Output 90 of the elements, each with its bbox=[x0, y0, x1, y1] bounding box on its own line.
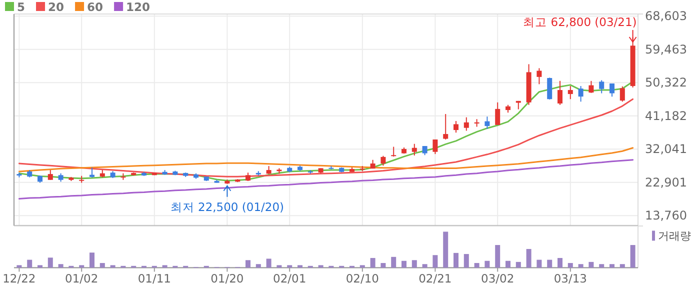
candlestick bbox=[599, 80, 604, 94]
bar bbox=[443, 232, 448, 268]
y-tick-label: 13,760 bbox=[645, 208, 687, 223]
bar bbox=[370, 258, 376, 268]
candlestick bbox=[495, 102, 500, 126]
y-tick-label: 32,041 bbox=[645, 142, 687, 156]
bar bbox=[558, 258, 562, 268]
bar bbox=[16, 265, 22, 268]
bar bbox=[27, 260, 32, 268]
bar bbox=[599, 264, 604, 268]
bar bbox=[620, 264, 625, 268]
candlestick bbox=[412, 143, 417, 156]
bar bbox=[495, 245, 500, 268]
bar bbox=[79, 265, 84, 268]
candlestick bbox=[536, 68, 542, 85]
candlestick bbox=[48, 170, 53, 180]
candlestick bbox=[588, 80, 594, 94]
bar bbox=[454, 252, 458, 268]
legend-label: 거래량 bbox=[658, 230, 691, 243]
bar bbox=[630, 245, 636, 268]
annotation: 최저 22,500 (01/20) bbox=[170, 200, 284, 214]
bar bbox=[506, 260, 510, 268]
candlestick bbox=[578, 86, 584, 102]
bar bbox=[547, 260, 552, 268]
candlestick bbox=[474, 118, 480, 128]
bar bbox=[578, 264, 584, 268]
legend-label: 60 bbox=[87, 0, 104, 14]
candlestick bbox=[90, 167, 94, 178]
bar bbox=[526, 248, 532, 268]
y-tick-label: 68,603 bbox=[645, 9, 687, 24]
legend-거래량: 거래량 bbox=[652, 230, 691, 243]
candlestick bbox=[484, 116, 490, 130]
candlestick bbox=[443, 114, 448, 140]
x-tick-label: 02/21 bbox=[418, 272, 452, 286]
legend-label: 20 bbox=[48, 0, 64, 14]
x-tick-label: 01/20 bbox=[210, 272, 244, 286]
x-tick-label: 12/22 bbox=[2, 272, 36, 286]
bar bbox=[380, 263, 386, 268]
candlestick bbox=[422, 146, 428, 156]
bar bbox=[298, 265, 302, 268]
candlestick bbox=[568, 86, 573, 100]
x-tick-label: 02/10 bbox=[346, 272, 379, 286]
legend-label: 5 bbox=[17, 0, 26, 14]
bar bbox=[318, 265, 324, 268]
bar bbox=[402, 260, 406, 268]
bar bbox=[110, 265, 116, 268]
bar bbox=[360, 265, 365, 268]
annotation: 최고 62,800 (03/21) bbox=[523, 15, 637, 29]
bar bbox=[287, 265, 292, 268]
bar bbox=[38, 265, 42, 268]
bar bbox=[516, 262, 521, 268]
candlestick bbox=[432, 138, 438, 155]
candlestick bbox=[380, 155, 386, 166]
bar bbox=[412, 260, 417, 268]
bar bbox=[266, 258, 272, 268]
bar bbox=[256, 264, 261, 268]
bar bbox=[568, 263, 573, 268]
candlestick bbox=[464, 116, 469, 132]
bar bbox=[484, 260, 490, 268]
bar bbox=[432, 255, 438, 268]
bar bbox=[48, 258, 53, 268]
bar bbox=[100, 263, 105, 268]
candlestick bbox=[547, 77, 552, 100]
candlestick bbox=[620, 86, 625, 102]
bar bbox=[588, 262, 594, 268]
legend-label: 120 bbox=[126, 0, 150, 14]
x-tick-label: 01/02 bbox=[65, 272, 98, 286]
bar bbox=[162, 265, 168, 268]
x-tick-label: 01/11 bbox=[138, 272, 171, 286]
candlestick bbox=[558, 80, 562, 106]
bar bbox=[464, 254, 469, 268]
bar bbox=[246, 260, 250, 268]
x-tick-label: 03/02 bbox=[481, 272, 514, 286]
x-tick-label: 03/13 bbox=[554, 272, 587, 286]
bar bbox=[58, 264, 64, 268]
bar bbox=[474, 263, 480, 268]
candlestick bbox=[454, 120, 458, 134]
y-tick-label: 50,322 bbox=[645, 76, 687, 90]
candlestick bbox=[610, 82, 614, 98]
bar bbox=[536, 260, 542, 268]
bar bbox=[610, 264, 614, 268]
bar bbox=[276, 265, 282, 268]
bar bbox=[422, 264, 428, 268]
bar bbox=[90, 252, 94, 268]
candlestick bbox=[391, 146, 396, 158]
bar bbox=[391, 256, 396, 268]
y-tick-label: 59,463 bbox=[645, 42, 687, 56]
y-tick-label: 41,182 bbox=[645, 108, 687, 123]
y-tick-label: 22,901 bbox=[645, 175, 687, 190]
x-tick-label: 02/01 bbox=[273, 272, 306, 286]
